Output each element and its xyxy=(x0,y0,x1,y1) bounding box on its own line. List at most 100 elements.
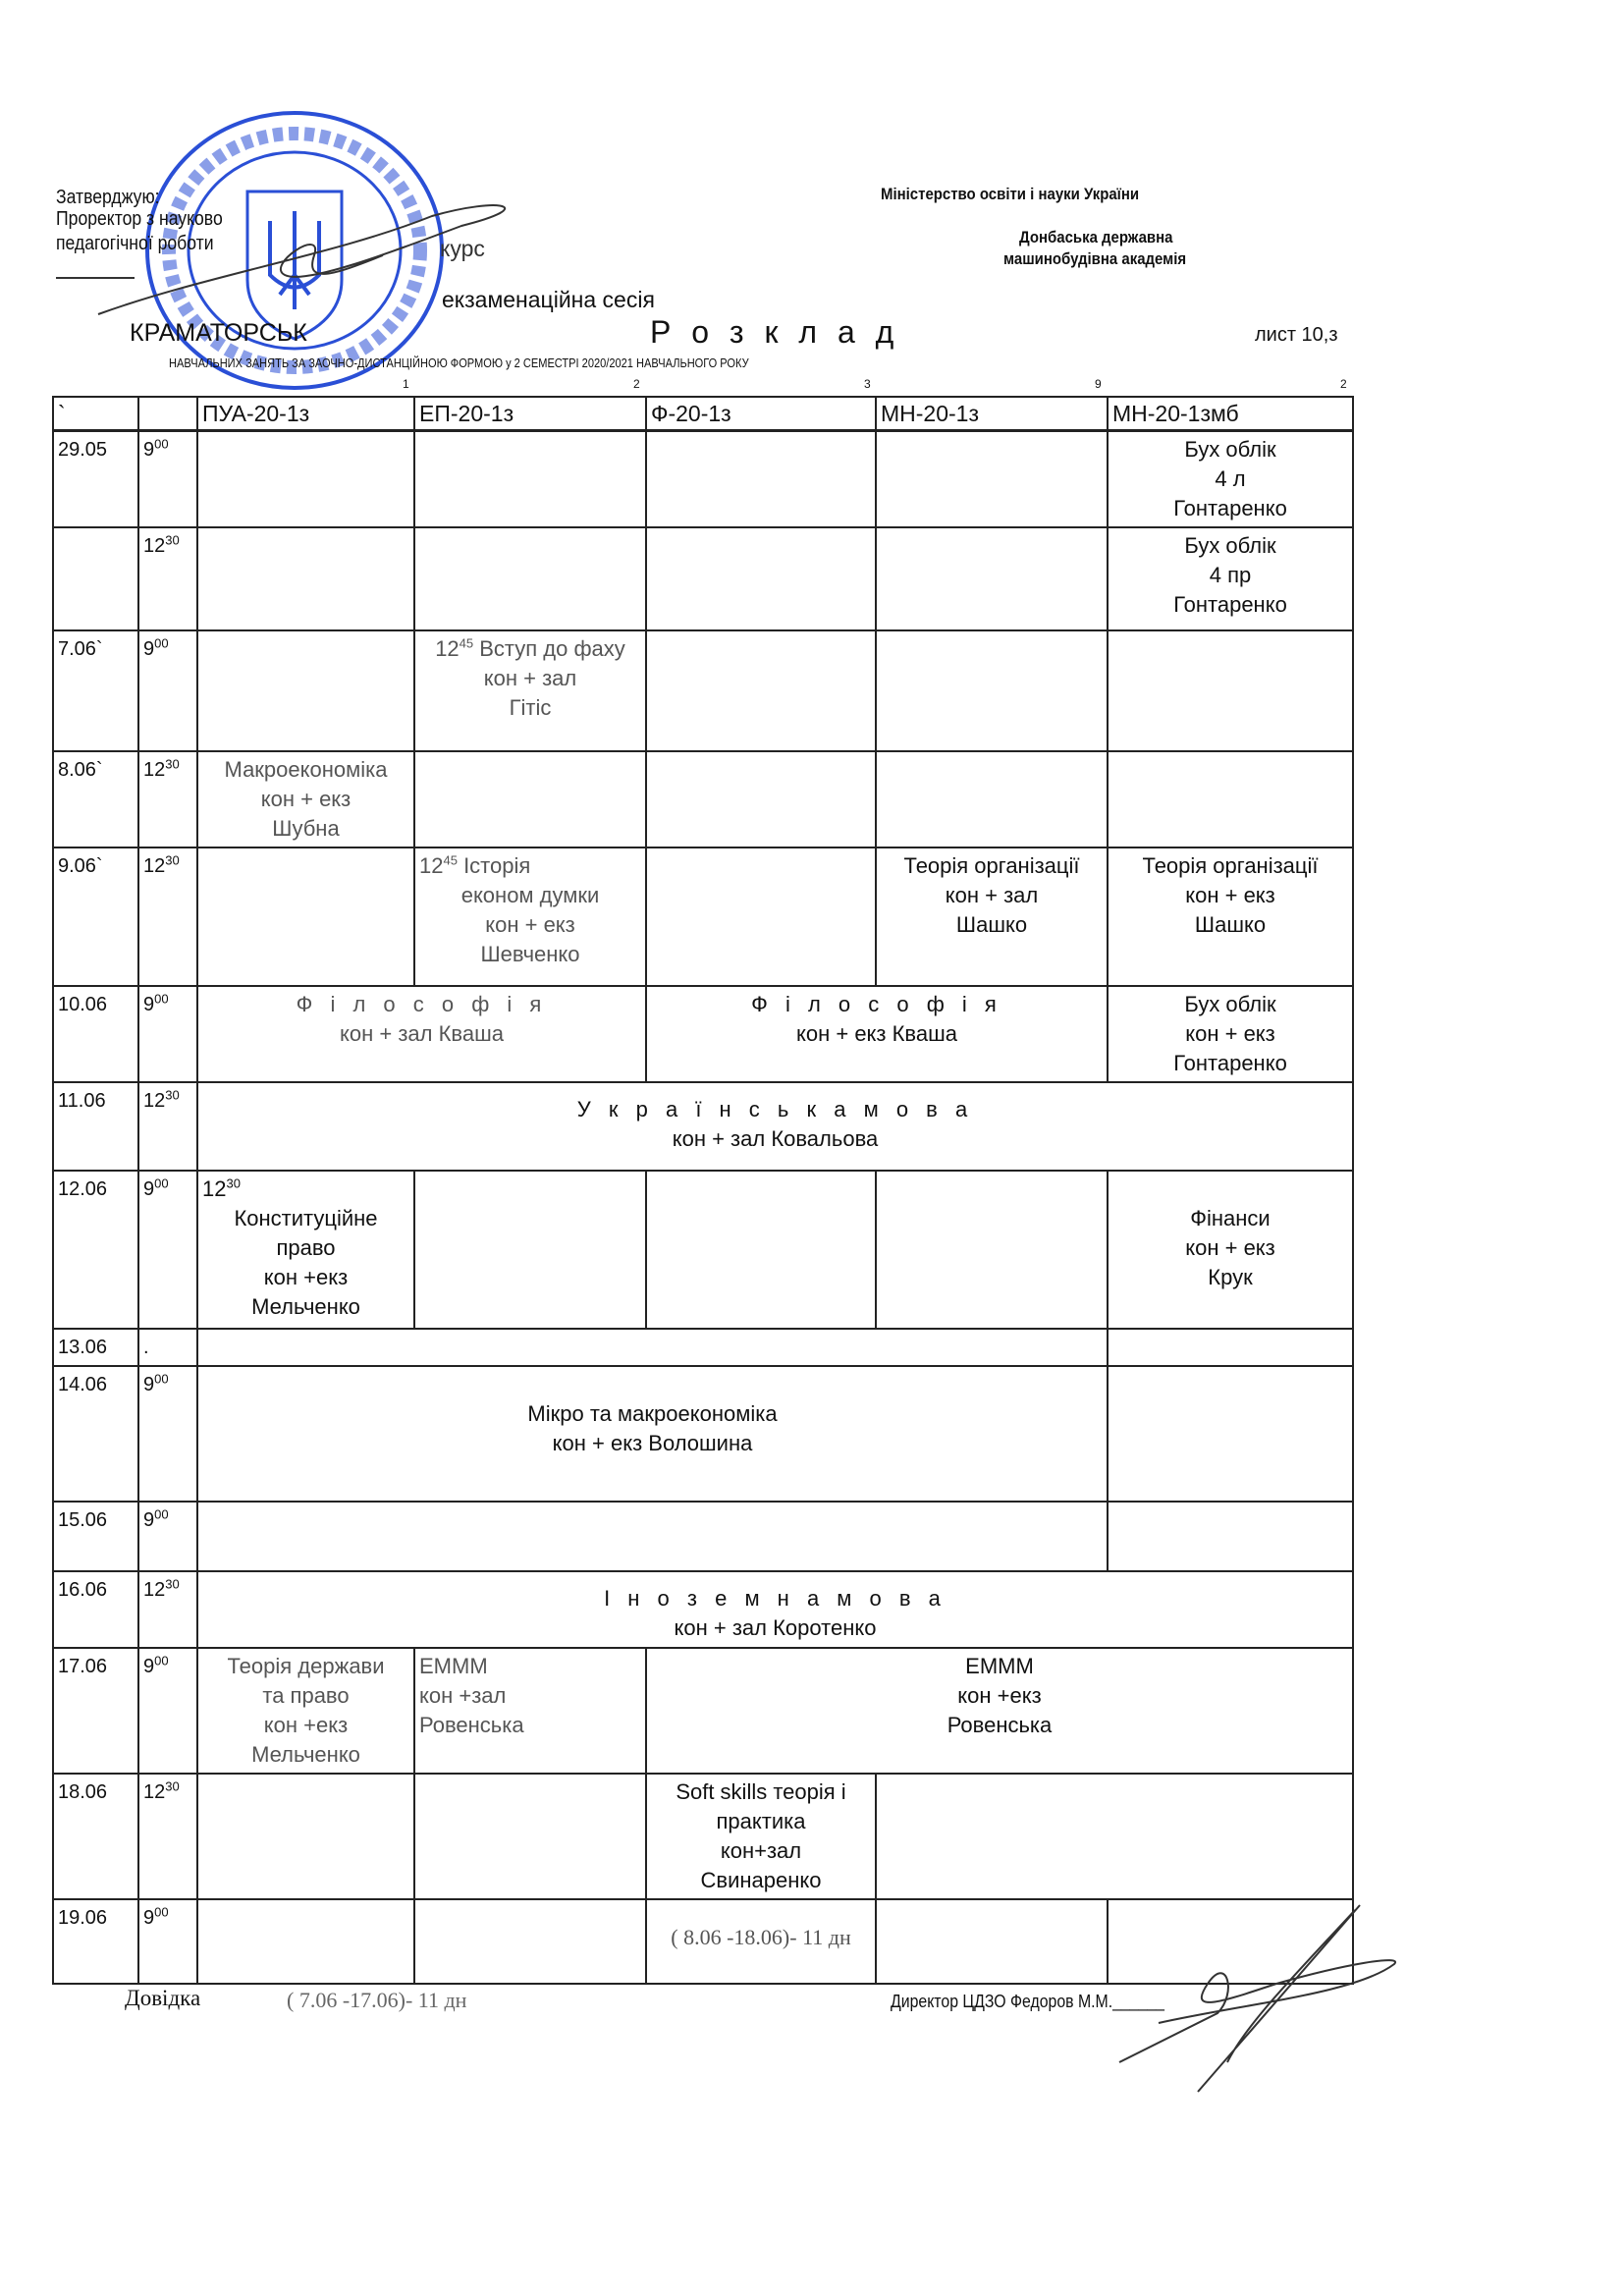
date-cell: 11.06 xyxy=(52,1081,139,1172)
date-cell xyxy=(52,526,139,631)
table-row: 13.06. xyxy=(52,1328,1354,1367)
cell-line: Гонтаренко xyxy=(1173,592,1287,617)
time-cell: 900 xyxy=(137,629,198,752)
time-minutes: 00 xyxy=(154,635,169,651)
official-stamp xyxy=(145,111,444,390)
class-cell: 1245 Історія економ думки кон + екз Шевченк… xyxy=(413,847,647,987)
table-row: 9.06` 1230 1245 Історія економ думки кон + е… xyxy=(52,847,1354,987)
cell-line: 4 пр xyxy=(1209,563,1252,587)
empty-cell xyxy=(413,1898,647,1985)
table-row: 10.06 900 Ф і л о с о ф і я кон + зал Кваша… xyxy=(52,985,1354,1083)
cell-line: Теорія держави xyxy=(227,1654,385,1678)
cell-line: та право xyxy=(262,1683,350,1708)
start-minutes: 30 xyxy=(226,1175,241,1191)
table-row: 12.06 900 1230 Конституційне право кон +екз Ме… xyxy=(52,1170,1354,1330)
class-cell: Теорія організації кон + зал Шашко xyxy=(875,847,1109,987)
column-header: МН-20-1з xyxy=(875,396,1109,432)
cell-line: Крук xyxy=(1208,1265,1253,1289)
empty-cell xyxy=(875,1898,1109,1985)
table-row: 19.06 900 ( 8.06 -18.06)- 11 дн xyxy=(52,1898,1354,1985)
sheet-number: лист 10,з xyxy=(1255,324,1338,346)
cell-line: кон +екз xyxy=(957,1683,1042,1708)
time-minutes: 00 xyxy=(154,1904,169,1920)
column-header: ЕП-20-1з xyxy=(413,396,647,432)
start-minutes: 45 xyxy=(443,852,458,868)
cell-line: кон + екз xyxy=(260,787,352,811)
time-cell: 1230 xyxy=(137,847,198,987)
empty-cell xyxy=(196,847,415,987)
academy-line2: машинобудівна академія xyxy=(1003,249,1187,268)
director-signature xyxy=(1118,1904,1397,2093)
cell-line: Мельченко xyxy=(251,1294,360,1319)
date-cell: 16.06 xyxy=(52,1570,139,1649)
time-minutes: 00 xyxy=(154,991,169,1007)
empty-cell xyxy=(1107,1365,1354,1503)
table-row: 29.05 900 Бух облік 4 л Гонтаренко xyxy=(52,429,1354,528)
time-minutes: 30 xyxy=(165,1087,180,1103)
cell-line: Ровенська xyxy=(419,1713,524,1737)
empty-cell xyxy=(875,1170,1109,1330)
cell-line: кон + екз Кваша xyxy=(795,1021,957,1046)
course-label: курс xyxy=(440,236,485,261)
page-title: Р о з к л а д xyxy=(650,314,900,350)
cell-line: кон +зал xyxy=(419,1683,507,1708)
time-minutes: 00 xyxy=(154,1653,169,1668)
class-cell: 1230 Конституційне право кон +екз Мельченко xyxy=(196,1170,415,1330)
cell-line: кон + екз xyxy=(1185,883,1275,907)
cell-line: ЕМММ xyxy=(965,1654,1034,1678)
class-cell: Бух облік 4 л Гонтаренко xyxy=(1107,429,1354,528)
cell-line: кон + екз xyxy=(485,912,575,937)
cell-line: ЕМММ xyxy=(419,1654,488,1678)
empty-cell xyxy=(196,1328,1109,1367)
column-header: МН-20-1змб xyxy=(1107,396,1354,432)
class-cell: І н о з е м н а м о в а кон + зал Коротен… xyxy=(196,1570,1354,1649)
cell-line: Свинаренко xyxy=(700,1868,822,1892)
class-cell: Бух облік кон + екз Гонтаренко xyxy=(1107,985,1354,1083)
column-number: 9 xyxy=(1095,377,1102,391)
time-cell: 900 xyxy=(137,1170,198,1330)
empty-cell xyxy=(875,750,1109,848)
start-time: 1245 Вступ до фаху xyxy=(435,635,625,661)
time-cell: 1230 xyxy=(137,526,198,631)
page-subtitle: НАВЧАЛЬНИХ ЗАНЯТЬ ЗА ЗАОЧНО-ДИСТАНЦІЙНОЮ… xyxy=(169,355,749,370)
column-header: Ф-20-1з xyxy=(645,396,877,432)
cell-line: Макроекономіка xyxy=(224,757,388,782)
cell-line xyxy=(202,1370,1103,1399)
empty-cell xyxy=(875,629,1109,752)
empty-cell xyxy=(1107,1898,1354,1985)
cell-line: Бух облік xyxy=(1184,533,1276,558)
approver-line1: Проректор з науково xyxy=(56,208,223,230)
empty-cell xyxy=(645,1170,877,1330)
city-label: КРАМАТОРСЬК xyxy=(130,319,307,347)
cell-line: Шевченко xyxy=(480,942,580,966)
cell-line: Бух облік xyxy=(1184,437,1276,462)
time-minutes: 30 xyxy=(165,1576,180,1592)
schedule-table: ` ПУА-20-1з ЕП-20-1з Ф-20-1з МН-20-1з МН-20-1… xyxy=(52,396,1354,1985)
time-cell: 900 xyxy=(137,1898,198,1985)
date-cell: 7.06` xyxy=(52,629,139,752)
empty-cell xyxy=(645,847,877,987)
cell-line: І н о з е м н а м о в а xyxy=(604,1586,947,1611)
date-cell: 10.06 xyxy=(52,985,139,1083)
approve-label: Затверджую: xyxy=(56,187,160,208)
approver-line2: педагогічної роботи xyxy=(56,233,214,254)
empty-cell xyxy=(875,526,1109,631)
cell-line: кон + екз xyxy=(1185,1021,1275,1046)
class-cell: Ф і л о с о ф і я кон + екз Кваша xyxy=(645,985,1109,1083)
empty-cell xyxy=(1107,1501,1354,1572)
empty-cell xyxy=(1107,750,1354,848)
time-minutes: 00 xyxy=(154,436,169,452)
rector-signature xyxy=(97,204,507,315)
class-cell: ( 8.06 -18.06)- 11 дн xyxy=(645,1898,877,1985)
table-header-row: ` ПУА-20-1з ЕП-20-1з Ф-20-1з МН-20-1з МН-20-1… xyxy=(52,396,1354,432)
date-cell: 29.05 xyxy=(52,429,139,528)
cell-line: Гонтаренко xyxy=(1173,1051,1287,1075)
start-minutes: 45 xyxy=(459,635,474,651)
time-cell: 1230 xyxy=(137,1570,198,1649)
cell-line: кон +екз xyxy=(263,1713,349,1737)
cell-line: Мельченко xyxy=(251,1742,360,1767)
cell-line: кон + зал Коротенко xyxy=(674,1615,877,1640)
class-cell: Soft skills теорія і практика кон+зал Свина… xyxy=(645,1773,877,1900)
date-cell: 15.06 xyxy=(52,1501,139,1572)
